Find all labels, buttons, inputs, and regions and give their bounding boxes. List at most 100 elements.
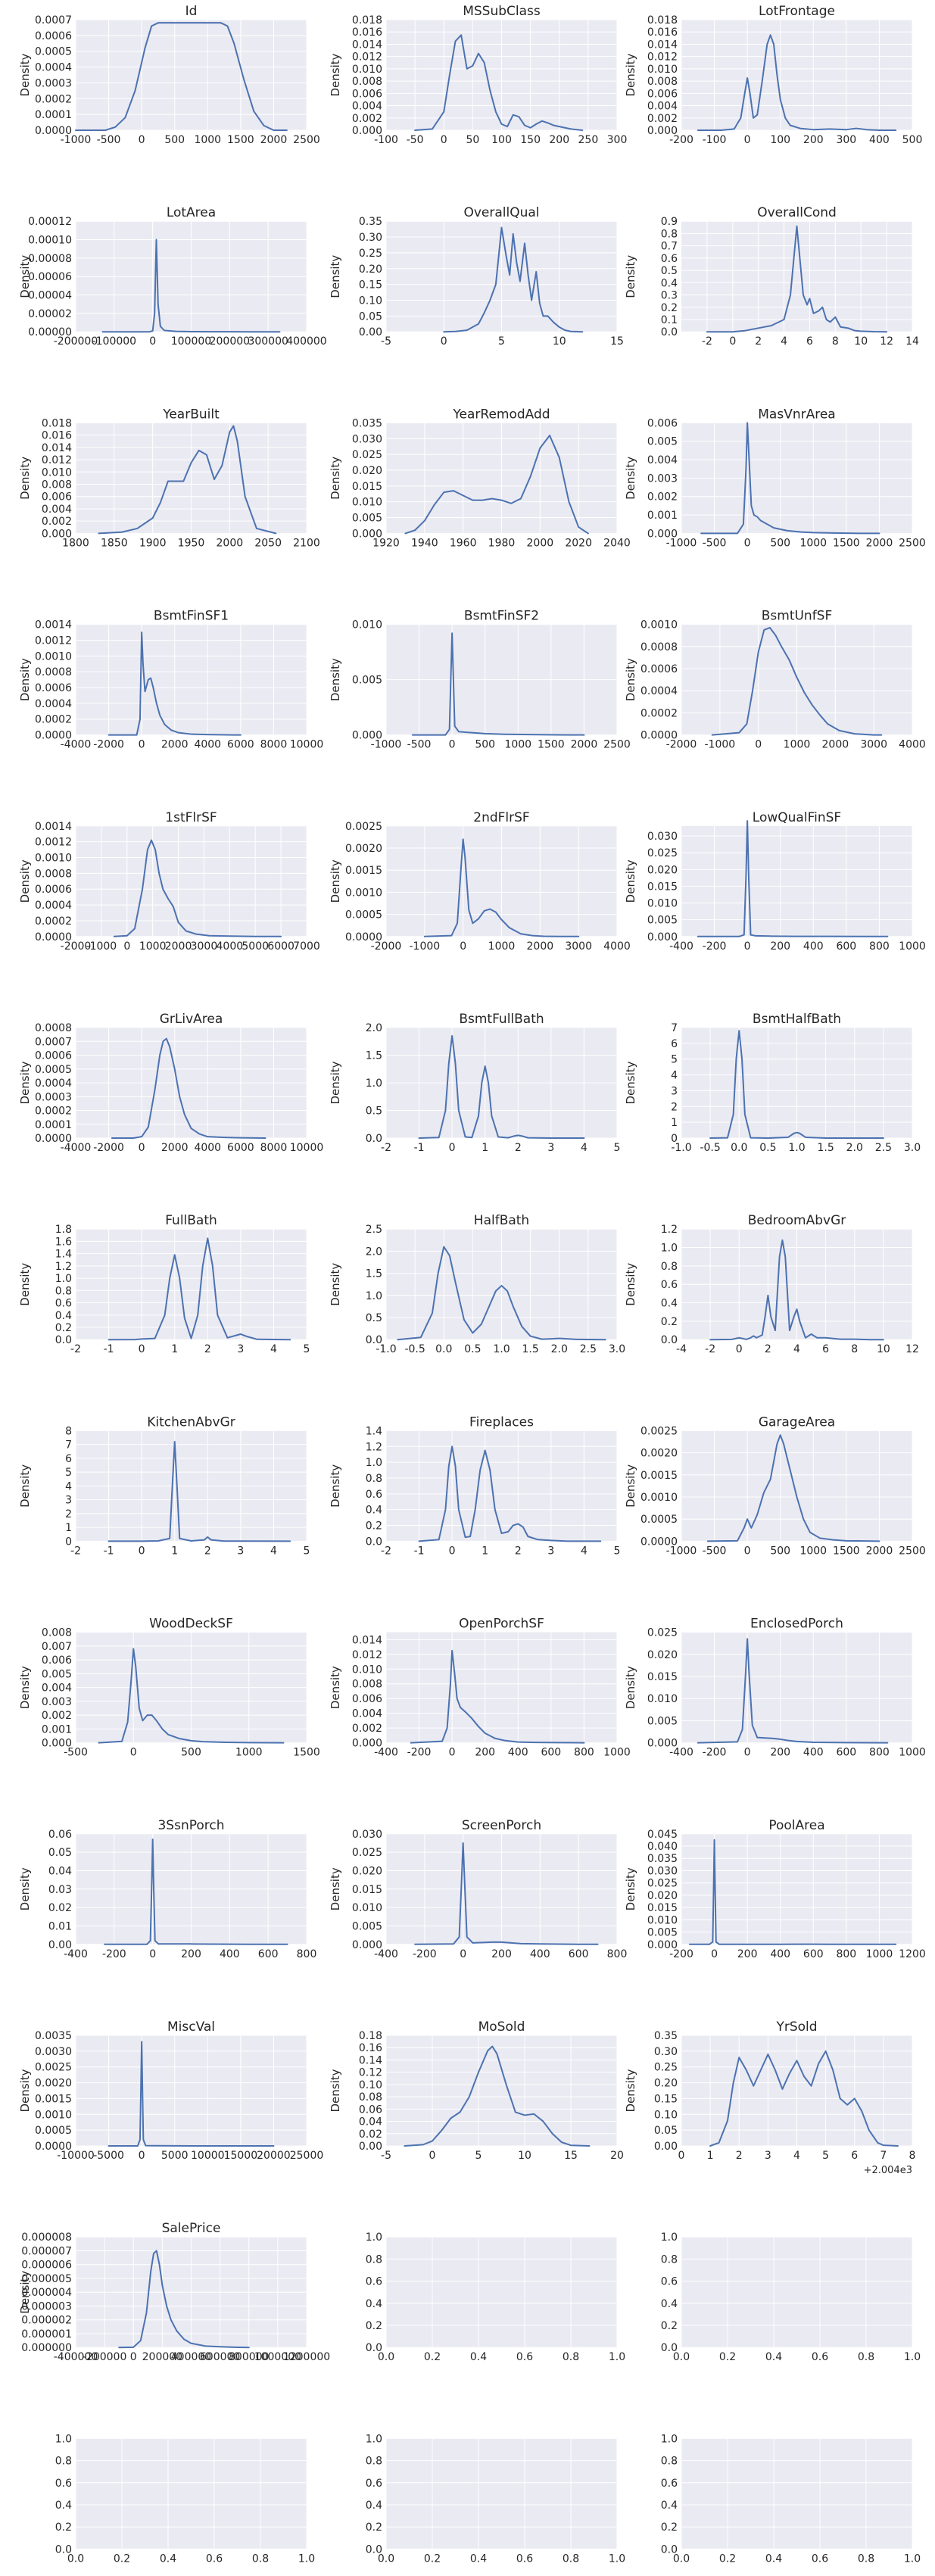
x-tick-label: -1000 — [371, 739, 402, 751]
x-tick-label: 500 — [770, 537, 790, 549]
x-tick-label: -2000 — [93, 1142, 124, 1154]
y-tick-label: 1.0 — [366, 1457, 382, 1469]
subplot-30: 0.0000 0.0005 0.0010 0.0015 0.0020 0.0025 0.00… — [18, 2019, 323, 2162]
y-tick-label: 0.8 — [661, 2456, 678, 2468]
y-tick-label: 0.000003 — [21, 2300, 72, 2312]
x-tick-label: 10000 — [290, 1142, 324, 1154]
y-tick-label: 3 — [671, 1085, 678, 1097]
y-tick-label: 0.20 — [654, 2078, 678, 2090]
x-tick-label: 10 — [854, 335, 868, 348]
y-axis-label: Density — [329, 457, 342, 500]
plot-area — [386, 1632, 617, 1743]
y-tick-label: 0.14 — [359, 2054, 382, 2066]
y-tick-label: 0.030 — [647, 1865, 678, 1877]
y-tick-label: 0.10 — [359, 2079, 382, 2091]
y-tick-label: 0.006 — [42, 1654, 72, 1667]
x-tick-label: -1 — [414, 1545, 425, 1557]
x-tick-label: 300 — [836, 134, 856, 146]
y-tick-label: 0.0002 — [35, 915, 72, 928]
x-tick-label: 10000 — [191, 2150, 225, 2162]
x-tick-label: 4000 — [217, 940, 244, 953]
y-tick-label: 0.10 — [654, 2109, 678, 2121]
y-tick-label: 4 — [65, 1480, 72, 1492]
x-tick-label: 0 — [744, 134, 751, 146]
x-tick-label: -200 — [413, 1948, 437, 1960]
x-tick-label: -400 — [669, 940, 693, 953]
subplot-title: BsmtUnfSF — [762, 609, 833, 624]
x-tick-label: 2 — [204, 1343, 211, 1355]
x-tick-label: -2000 — [61, 940, 92, 953]
x-tick-label: 1.0 — [788, 1142, 805, 1154]
plot-area — [681, 221, 912, 332]
y-tick-label: 0.1 — [661, 314, 678, 326]
x-tick-label: 400 — [508, 1747, 528, 1759]
y-tick-label: 0.0010 — [35, 2109, 72, 2121]
y-tick-label: 0.0000 — [640, 1536, 678, 1548]
y-tick-label: 0.000001 — [21, 2328, 72, 2341]
x-tick-label: -5000 — [93, 2150, 124, 2162]
subplot-32: 0.00 0.05 0.10 0.15 0.20 0.25 0.30 0.35 0 1 2 3 4 5 6 7… — [624, 2019, 915, 2176]
y-tick-label: 0.8 — [366, 2456, 382, 2468]
x-tick-label: 2020 — [565, 537, 592, 549]
x-tick-label: 5 — [614, 1545, 621, 1557]
x-tick-label: 400 — [869, 134, 890, 146]
density-line — [711, 626, 883, 736]
y-tick-label: 0.2 — [661, 2521, 678, 2534]
x-tick-label: 1000 — [603, 1747, 631, 1759]
subplot-8: 0.000 0.001 0.002 0.003 0.004 0.005 0.006 -1000… — [624, 407, 926, 549]
x-tick-label: 25000 — [290, 2150, 324, 2162]
y-tick-label: 0.015 — [352, 481, 382, 493]
y-tick-label: 0.020 — [647, 864, 678, 876]
x-tick-label: 0.0 — [731, 1142, 747, 1154]
x-tick-label: 400 — [220, 1948, 240, 1960]
y-axis-label: Density — [329, 1867, 342, 1910]
x-tick-label: 1980 — [488, 537, 516, 549]
y-tick-label: 0.0 — [366, 2543, 382, 2556]
density-line — [101, 239, 281, 333]
x-tick-label: 10 — [518, 2150, 531, 2162]
x-tick-label: 0 — [449, 1545, 456, 1557]
x-tick-label: 8000 — [260, 1142, 288, 1154]
x-tick-label: 1500 — [833, 1545, 860, 1557]
density-line — [404, 2045, 591, 2147]
y-axis-label: Density — [624, 1263, 637, 1306]
y-tick-label: 0.018 — [42, 417, 72, 429]
x-tick-label: 2100 — [293, 537, 320, 549]
subplot-title: LotFrontage — [759, 4, 835, 19]
x-tick-label: 2 — [515, 1142, 522, 1154]
x-tick-label: -2 — [70, 1545, 81, 1557]
x-tick-label: 1920 — [372, 537, 400, 549]
x-tick-label: 2000 — [165, 940, 192, 953]
x-tick-label: 0.6 — [206, 2553, 223, 2565]
y-tick-label: 0.4 — [55, 2500, 72, 2512]
subplot-title: PoolArea — [768, 1818, 824, 1833]
y-tick-label: 0.002 — [42, 516, 72, 528]
x-tick-label: 0 — [736, 1343, 743, 1355]
y-tick-label: 0.0006 — [640, 663, 678, 675]
y-tick-label: 0.004 — [647, 101, 678, 113]
y-tick-label: 0.012 — [352, 1649, 382, 1661]
y-tick-label: 0.035 — [647, 1853, 678, 1865]
y-tick-label: 1.2 — [55, 1261, 72, 1273]
y-tick-label: 0.25 — [654, 2062, 678, 2074]
y-tick-label: 0.000 — [42, 1738, 72, 1750]
y-tick-label: 0.0035 — [35, 2030, 72, 2042]
y-tick-label: 0.0005 — [35, 1064, 72, 1076]
y-axis-label: Density — [18, 255, 32, 298]
y-tick-label: 0.0025 — [35, 2062, 72, 2074]
y-tick-label: 0.0004 — [35, 62, 72, 74]
x-tick-label: -1.0 — [376, 1343, 396, 1355]
x-tick-label: 3.0 — [609, 1343, 625, 1355]
density-line — [709, 2050, 899, 2147]
x-tick-label: 1.0 — [904, 2553, 921, 2565]
y-tick-label: 0.00010 — [28, 235, 72, 247]
x-tick-label: 800 — [574, 1747, 594, 1759]
y-tick-label: 0.0003 — [35, 1091, 72, 1103]
y-tick-label: 0.0 — [366, 1334, 382, 1346]
x-tick-label: 2000 — [527, 537, 554, 549]
x-tick-label: 300 — [607, 134, 628, 146]
y-tick-label: 1.0 — [366, 1290, 382, 1302]
x-tick-label: 20000 — [257, 2150, 291, 2162]
